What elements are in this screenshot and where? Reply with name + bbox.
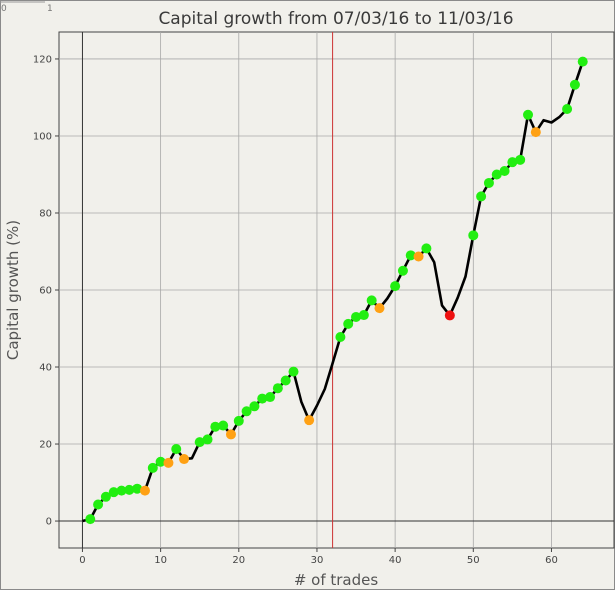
trade-point-small-loss xyxy=(179,454,190,465)
trade-point-win xyxy=(499,166,510,177)
trade-points xyxy=(85,56,588,525)
trade-point-win xyxy=(210,421,221,432)
trade-point-win xyxy=(272,383,283,394)
trade-point-win xyxy=(468,230,479,241)
trade-point-win xyxy=(100,491,111,502)
trade-point-small-loss xyxy=(413,251,424,262)
trade-point-win xyxy=(108,487,119,498)
y-tick-label: 40 xyxy=(39,363,52,374)
y-tick-label: 80 xyxy=(39,208,52,219)
trade-point-win xyxy=(507,157,518,168)
trade-point-win xyxy=(233,415,244,426)
trade-point-win xyxy=(366,295,377,306)
x-tick-label: 30 xyxy=(311,555,324,566)
trade-point-small-loss xyxy=(163,457,174,468)
trade-point-win xyxy=(202,434,213,445)
y-tick-label: 60 xyxy=(39,286,52,297)
trade-point-win xyxy=(476,191,487,202)
trade-point-win xyxy=(390,281,401,292)
y-tick-label: 0 xyxy=(46,517,52,528)
trade-point-win xyxy=(194,437,205,448)
trade-point-win xyxy=(397,265,408,276)
plot-area xyxy=(58,31,615,549)
y-tick-label: 20 xyxy=(39,440,52,451)
trade-point-big-loss xyxy=(444,310,455,321)
y-axis-ticks: 0 20 40 60 80 100 120 xyxy=(33,54,59,528)
x-tick-label: 0 xyxy=(79,555,85,566)
trade-point-win xyxy=(491,169,502,180)
corner-label-left: 0 xyxy=(1,4,7,14)
trade-point-small-loss xyxy=(374,303,385,314)
trade-point-small-loss xyxy=(530,127,541,138)
trade-point-win xyxy=(343,318,354,329)
trade-point-win xyxy=(483,177,494,188)
trade-point-win xyxy=(335,331,346,342)
trade-point-win xyxy=(93,499,104,510)
grid-lines xyxy=(59,32,614,548)
trade-point-small-loss xyxy=(225,429,236,440)
trade-point-small-loss xyxy=(139,485,150,496)
trade-point-win xyxy=(241,406,252,417)
trade-point-win xyxy=(515,154,526,165)
trade-point-win xyxy=(124,484,135,495)
trade-point-win xyxy=(116,485,127,496)
trade-point-win xyxy=(562,104,573,115)
chart-title: Capital growth from 07/03/16 to 11/03/16 xyxy=(158,9,513,29)
trade-point-small-loss xyxy=(304,415,315,426)
trade-point-win xyxy=(280,375,291,386)
trade-point-win xyxy=(85,514,96,525)
corner-label-right: 1 xyxy=(47,4,53,14)
trade-point-win xyxy=(358,310,369,321)
x-axis-label: # of trades xyxy=(294,571,379,589)
y-axis-label: Capital growth (%) xyxy=(4,220,22,360)
trade-point-win xyxy=(577,56,588,67)
trade-point-win xyxy=(523,109,534,120)
trade-point-win xyxy=(171,444,182,455)
trade-point-win xyxy=(405,250,416,261)
x-tick-label: 40 xyxy=(389,555,402,566)
trade-point-win xyxy=(288,366,299,377)
x-axis-ticks: 0 10 20 30 40 50 60 xyxy=(79,548,558,566)
trade-point-win xyxy=(147,462,158,473)
trade-point-win xyxy=(421,243,432,254)
y-tick-label: 120 xyxy=(33,54,52,65)
y-tick-label: 100 xyxy=(33,131,52,142)
x-tick-label: 60 xyxy=(545,555,558,566)
x-tick-label: 50 xyxy=(467,555,480,566)
trade-point-win xyxy=(218,420,229,431)
trade-point-win xyxy=(249,401,260,412)
trade-point-win xyxy=(351,311,362,322)
x-tick-label: 10 xyxy=(154,555,167,566)
trade-point-win xyxy=(569,79,580,90)
zero-axis-lines xyxy=(59,32,614,548)
trade-point-win xyxy=(257,393,268,404)
trade-point-win xyxy=(132,483,143,494)
x-tick-label: 20 xyxy=(232,555,245,566)
trade-point-win xyxy=(265,392,276,403)
trade-point-win xyxy=(155,456,166,467)
